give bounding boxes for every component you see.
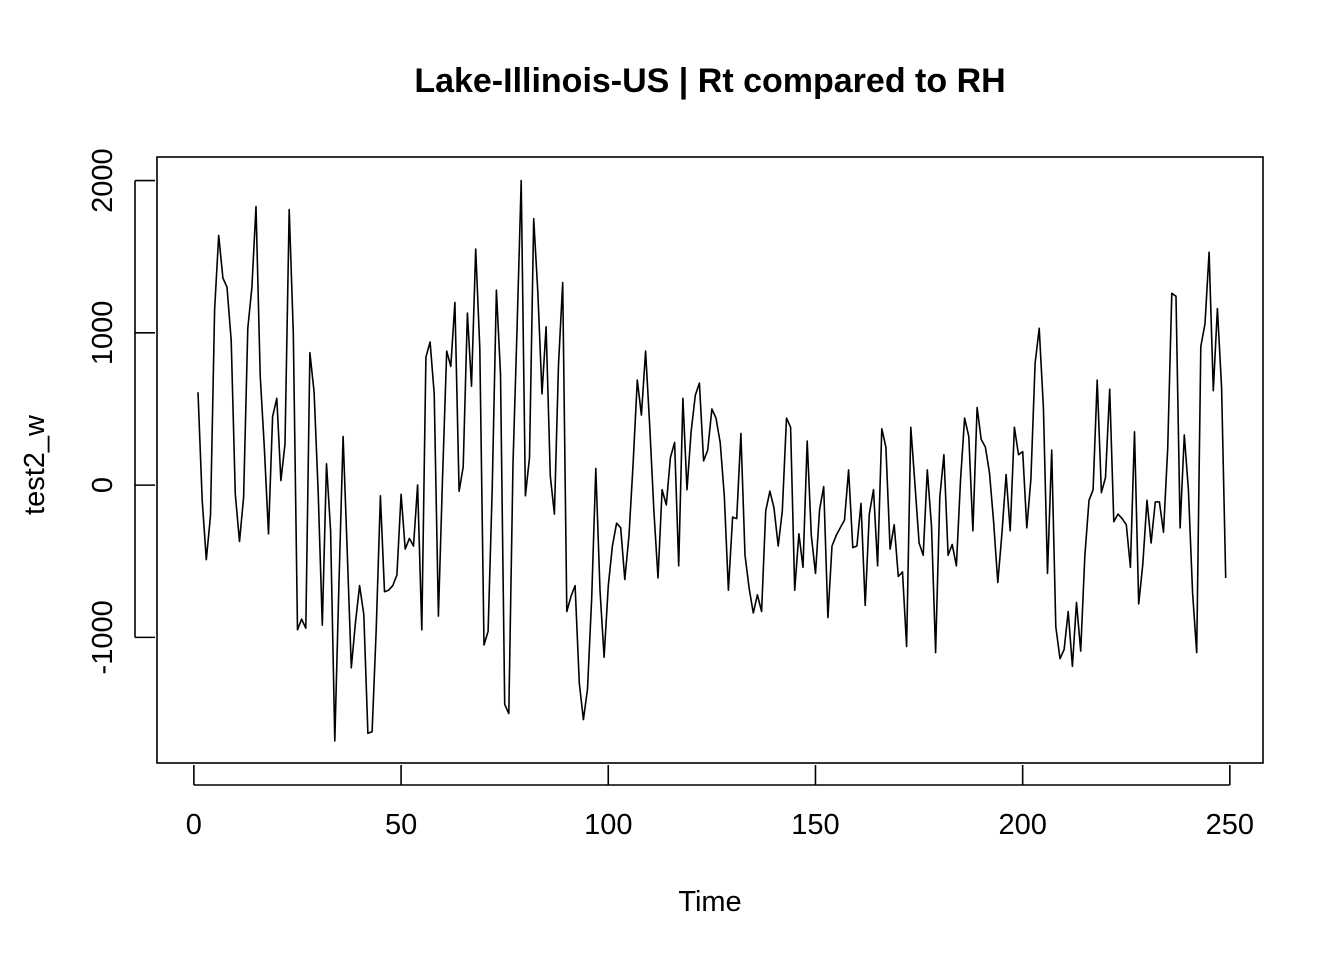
x-tick-label: 0 xyxy=(186,809,202,841)
x-axis-label: Time xyxy=(678,886,741,918)
y-tick-label: 2000 xyxy=(87,148,119,213)
y-tick-label: -1000 xyxy=(87,600,119,674)
x-tick-label: 200 xyxy=(998,809,1046,841)
y-axis-label: test2_w xyxy=(19,414,51,515)
x-tick-label: 50 xyxy=(385,809,417,841)
series-line xyxy=(197,179,1227,742)
y-tick-label: 1000 xyxy=(87,301,119,366)
x-tick-label: 150 xyxy=(791,809,839,841)
chart-title: Lake-Illinois-US | Rt compared to RH xyxy=(414,62,1005,100)
x-tick-label: 250 xyxy=(1206,809,1254,841)
plot-frame xyxy=(156,156,1264,764)
x-tick-label: 100 xyxy=(584,809,632,841)
y-tick-label: 0 xyxy=(87,477,119,493)
x-axis: 0 50 100 150 200 250 xyxy=(186,765,1254,841)
y-axis: -1000 0 1000 2000 xyxy=(87,148,155,674)
